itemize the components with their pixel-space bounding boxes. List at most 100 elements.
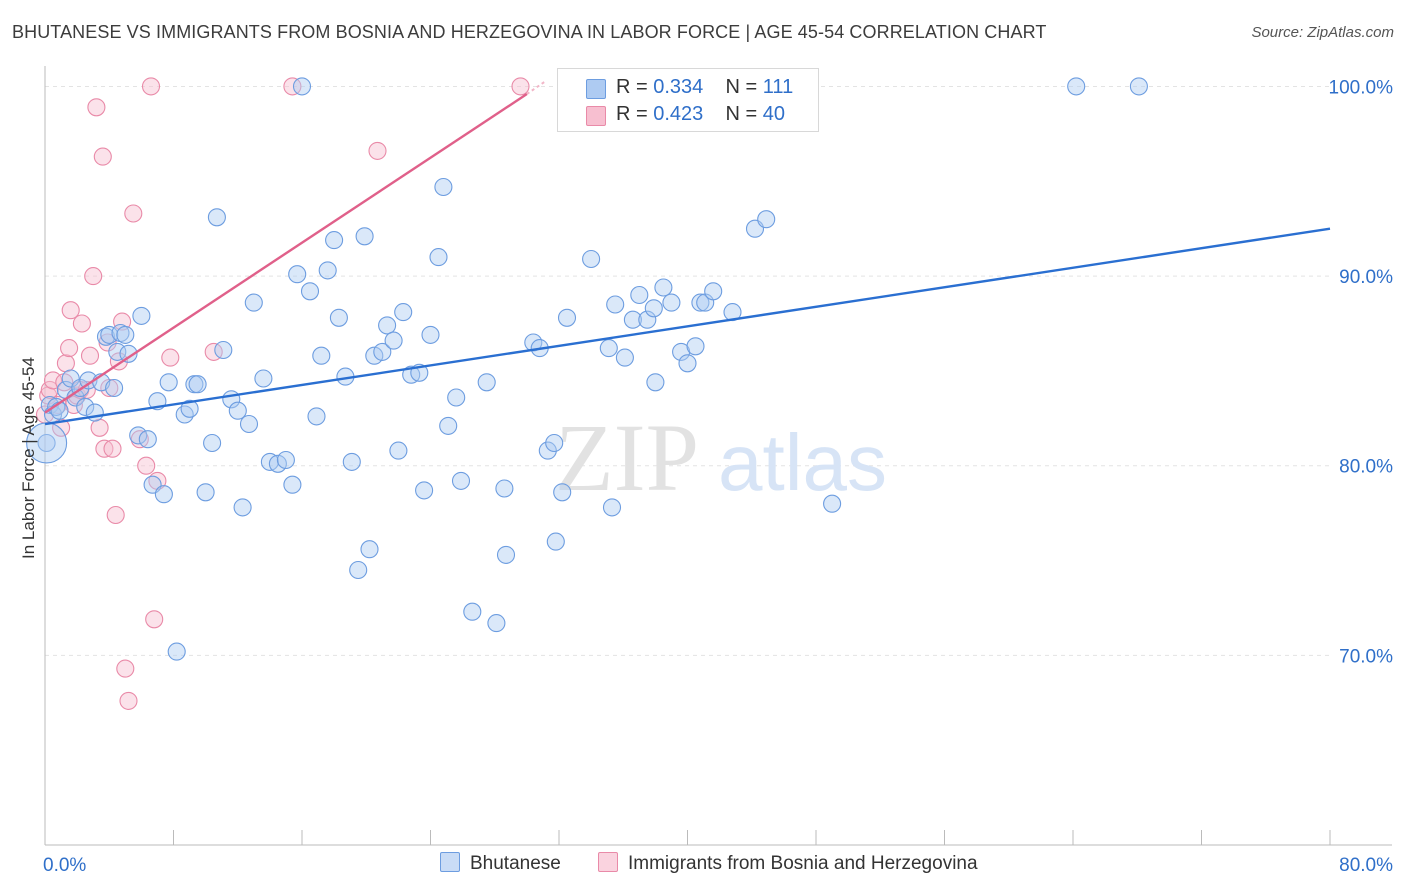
- bottom-legend-label-pink: Immigrants from Bosnia and Herzegovina: [628, 853, 978, 874]
- bottom-legend-blue: Bhutanese: [440, 852, 561, 875]
- bottom-legend-swatch-pink: [598, 852, 618, 872]
- pink-point: [56, 354, 75, 373]
- blue-point: [167, 642, 186, 661]
- blue-point: [463, 602, 482, 621]
- blue-point: [214, 340, 233, 360]
- blue-point: [154, 485, 173, 504]
- blue-point: [105, 378, 124, 398]
- blue-point: [434, 177, 453, 197]
- blue-point: [496, 545, 516, 564]
- blue-point: [108, 342, 127, 361]
- blue-point: [553, 483, 572, 502]
- blue-point: [389, 441, 408, 460]
- trend-line-pink-extension: [526, 79, 547, 95]
- pink-point: [113, 312, 132, 331]
- blue-point: [704, 282, 723, 301]
- blue-point: [119, 344, 138, 363]
- blue-point: [312, 346, 331, 365]
- pink-point: [368, 141, 387, 160]
- blue-point: [662, 293, 681, 312]
- trend-lines: [44, 79, 1331, 426]
- blue-point: [292, 77, 312, 96]
- blue-point: [429, 248, 448, 267]
- blue-point: [129, 426, 148, 445]
- blue-point: [96, 327, 116, 346]
- legend-swatch-pink: [586, 106, 606, 126]
- legend-pink-n-value: 40: [762, 103, 786, 125]
- trend-line-pink: [44, 93, 528, 414]
- pink-point: [72, 314, 91, 333]
- pink-point: [93, 147, 112, 166]
- blue-point: [644, 299, 663, 318]
- pink-point: [124, 204, 143, 223]
- blue-point: [342, 452, 361, 471]
- series-blue-points: [26, 77, 1148, 661]
- blue-point: [132, 306, 151, 325]
- y-axis-label: In Labor Force | Age 45-54: [19, 357, 38, 559]
- legend-pink-r-value: 0.423: [653, 103, 704, 125]
- legend-blue-n-label: N =: [725, 76, 758, 98]
- blue-point: [415, 481, 434, 500]
- pink-point: [61, 301, 80, 320]
- blue-point: [1067, 77, 1086, 96]
- blue-point: [307, 407, 326, 426]
- blue-point: [233, 498, 252, 517]
- bottom-legend-pink: Immigrants from Bosnia and Herzegovina: [598, 852, 978, 875]
- blue-point: [254, 369, 273, 388]
- blue-point: [207, 208, 226, 227]
- blue-point: [283, 475, 302, 494]
- y-tick-label-3: 70.0%: [1339, 646, 1393, 667]
- watermark-atlas: atlas: [718, 418, 887, 507]
- pink-point: [60, 339, 79, 358]
- blue-point: [546, 532, 565, 551]
- blue-point: [638, 310, 657, 329]
- legend-blue-n-value: 111: [762, 76, 794, 98]
- blue-point: [196, 483, 215, 502]
- blue-point: [244, 293, 263, 312]
- pink-point: [511, 77, 530, 96]
- blue-point: [686, 337, 705, 356]
- blue-point: [451, 471, 471, 490]
- pink-point: [43, 371, 63, 390]
- blue-point: [228, 401, 247, 420]
- blue-point: [477, 373, 496, 392]
- legend-pink-n-label: N =: [725, 103, 758, 125]
- blue-point: [602, 498, 622, 517]
- blue-point: [447, 388, 466, 407]
- blue-point: [318, 261, 337, 280]
- blue-point: [276, 450, 295, 470]
- source-label: Source: ZipAtlas.com: [1251, 24, 1394, 41]
- legend-swatch-blue: [586, 79, 606, 99]
- blue-point: [678, 354, 697, 373]
- blue-point: [188, 375, 207, 394]
- blue-point: [495, 479, 514, 498]
- y-tick-label-2: 80.0%: [1339, 457, 1393, 478]
- blue-point: [378, 316, 397, 335]
- pink-point: [119, 691, 138, 710]
- blue-point: [823, 494, 842, 513]
- trend-line-blue: [44, 227, 1331, 426]
- x-tick-label-1: 80.0%: [1339, 855, 1393, 876]
- series-pink-points: [35, 77, 530, 710]
- blue-point: [325, 231, 344, 250]
- blue-point: [100, 325, 119, 344]
- pink-point: [161, 348, 180, 367]
- blue-point: [545, 433, 564, 453]
- blue-point: [159, 373, 178, 392]
- legend-blue-r-value: 0.334: [653, 76, 704, 98]
- watermark-zip: ZIP: [555, 404, 699, 511]
- blue-point: [239, 414, 259, 434]
- y-tick-label-0: 100.0%: [1329, 77, 1394, 98]
- pink-point: [80, 346, 100, 365]
- blue-point: [384, 331, 403, 350]
- blue-point: [599, 339, 618, 358]
- blue-point: [487, 614, 506, 633]
- chart-title: BHUTANESE VS IMMIGRANTS FROM BOSNIA AND …: [12, 22, 1047, 42]
- blue-point: [116, 325, 135, 344]
- pink-point: [40, 380, 59, 399]
- bottom-legend-label-blue: Bhutanese: [470, 853, 561, 874]
- pink-point: [90, 418, 109, 437]
- blue-point: [61, 369, 80, 388]
- blue-point: [360, 540, 379, 559]
